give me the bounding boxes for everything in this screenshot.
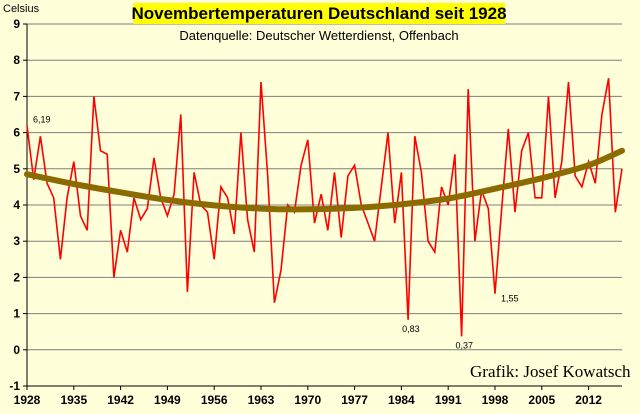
x-tick-label: 1977 <box>341 393 368 407</box>
y-tick-label: 5 <box>13 162 20 176</box>
y-tick-label: 0 <box>13 343 20 357</box>
y-tick-label: -1 <box>9 379 20 393</box>
x-tick-label: 1956 <box>201 393 228 407</box>
x-tick-labels: 1928 1935 1942 1949 1956 1963 1970 1977 1984 1991… <box>14 393 603 407</box>
chart-credit: Grafik: Josef Kowatsch <box>470 362 631 381</box>
title-highlight <box>133 3 505 24</box>
temperature-series-line <box>26 78 623 337</box>
x-tick-label: 1998 <box>482 393 509 407</box>
axes <box>23 23 622 390</box>
y-tick-labels: 9 8 7 6 5 4 3 2 1 0 -1 <box>9 17 20 393</box>
data-label: 0,83 <box>402 324 420 334</box>
x-tick-label: 2005 <box>528 393 555 407</box>
x-tick-label: 1949 <box>154 393 181 407</box>
y-tick-label: 6 <box>13 126 20 140</box>
x-tick-label: 1970 <box>294 393 321 407</box>
data-label: 6,19 <box>33 115 51 125</box>
trend-line <box>24 147 625 213</box>
chart-title: Novembertemperaturen Deutschland seit 19… <box>131 4 506 23</box>
data-label: 0,37 <box>456 340 474 350</box>
data-label: 1,55 <box>501 294 519 304</box>
chart-subtitle: Datenquelle: Deutscher Wetterdienst, Off… <box>179 28 458 43</box>
x-tick-label: 1935 <box>60 393 87 407</box>
x-tick-label: 1928 <box>14 393 41 407</box>
data-series <box>24 78 625 337</box>
y-tick-label: 7 <box>13 89 20 103</box>
y-tick-label: 3 <box>13 234 20 248</box>
y-tick-label: 4 <box>13 198 20 212</box>
y-tick-label: 8 <box>13 53 20 67</box>
x-tick-label: 1942 <box>107 393 134 407</box>
x-tick-label: 1963 <box>248 393 275 407</box>
y-tick-label: 2 <box>13 270 20 284</box>
x-tick-label: 1991 <box>435 393 462 407</box>
data-annotations: 6,19 0,83 0,37 1,55 <box>33 115 519 351</box>
y-tick-label: 9 <box>13 17 20 31</box>
x-tick-label: 2012 <box>575 393 602 407</box>
x-tick-label: 1984 <box>388 393 415 407</box>
y-tick-label: 1 <box>13 307 20 321</box>
y-axis-label: Celsius <box>3 3 40 15</box>
